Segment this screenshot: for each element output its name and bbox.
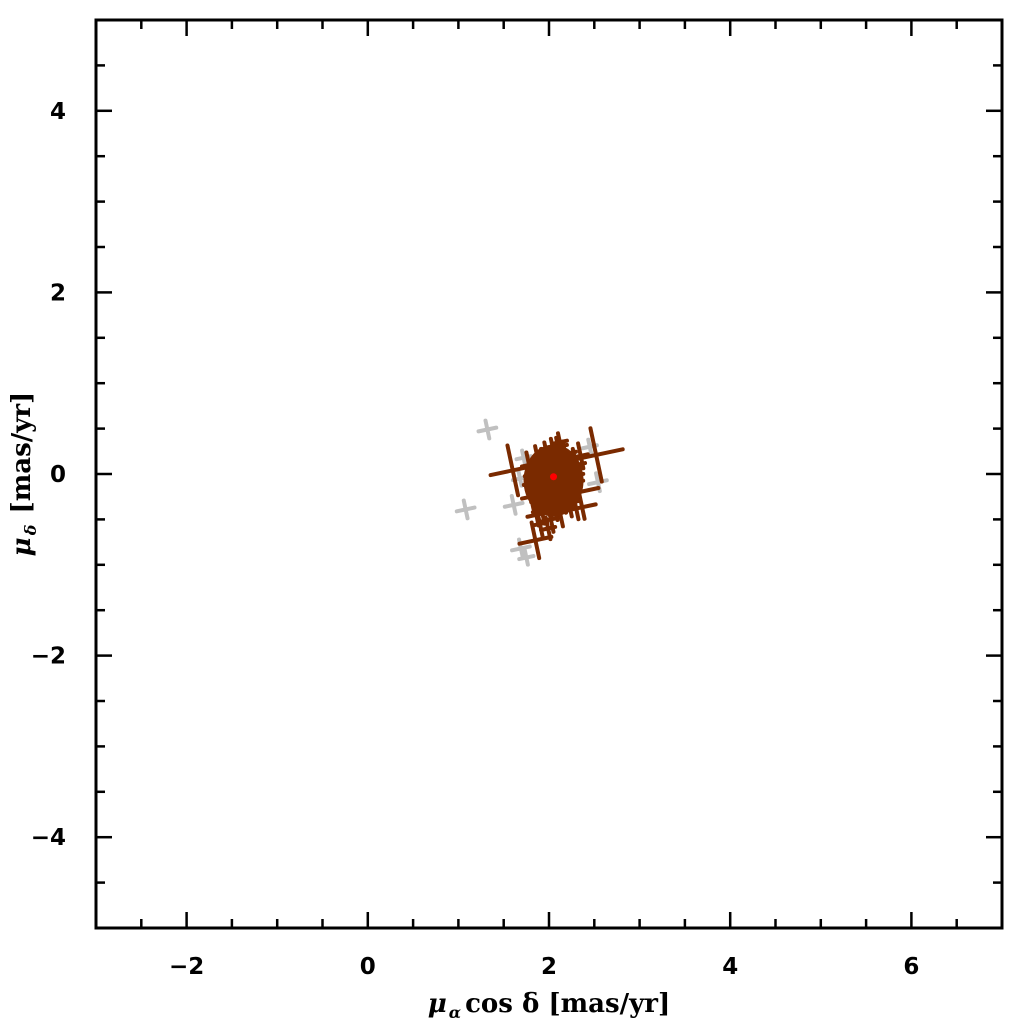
x-tick-label: −2 [169,954,204,980]
member-point [567,426,625,484]
error-bar-y [461,498,470,521]
non-member-point [502,493,525,516]
error-bar-y [516,469,524,488]
x-tick-labels: −2 0 2 4 6 [169,954,919,980]
error-bar-y [543,515,553,542]
non-member-point [517,548,536,567]
error-bar-y [505,443,521,498]
x-tick-label: 6 [903,954,919,980]
mean-point [550,473,558,481]
x-tick-label: 2 [541,954,557,980]
y-tick-labels: −4 −2 0 2 4 [31,99,66,851]
y-tick-label: −4 [31,825,66,851]
member-point [517,520,554,561]
error-bar-y [483,418,492,441]
error-bar-y [576,441,586,471]
error-bar-y [509,493,518,516]
x-tick-label: 0 [360,954,376,980]
error-bar-y [588,426,604,484]
x-tick-label: 4 [722,954,738,980]
y-tick-label: 2 [50,280,66,306]
non-member-point [476,418,499,441]
data-points [454,418,625,567]
y-axis-label: μδ [mas/yr] [7,392,40,557]
y-tick-label: 4 [50,99,66,125]
x-axis-label: μ α cos δ [mas/yr] [428,989,671,1022]
error-bar-y [520,448,528,467]
member-point [539,515,558,542]
error-bar-y [522,548,530,567]
non-member-point [454,498,477,521]
member-cluster-core [523,444,584,517]
error-bar-y [529,520,542,561]
plot-frame [94,18,1004,930]
y-tick-label: 0 [50,462,66,488]
y-tick-label: −2 [31,644,66,670]
error-bar-y [586,437,594,456]
